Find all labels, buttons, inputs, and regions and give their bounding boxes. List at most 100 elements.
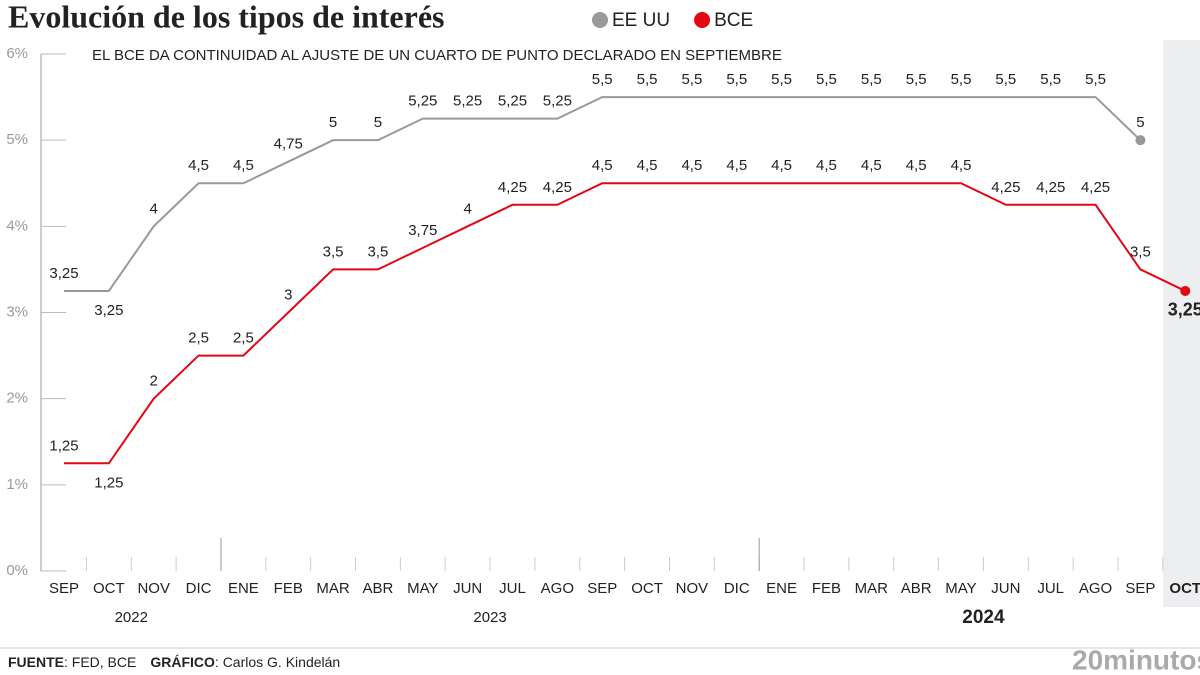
legend-marker xyxy=(694,12,711,28)
x-tick-label: NOV xyxy=(676,580,709,597)
data-label: 3 xyxy=(284,286,292,303)
x-tick-label: ENE xyxy=(228,580,259,597)
data-label: 4,75 xyxy=(274,136,303,153)
data-label: 4,5 xyxy=(592,157,613,174)
data-label: 4,5 xyxy=(906,157,927,174)
data-label: 3,25 xyxy=(94,302,123,319)
source-label: FUENTE xyxy=(8,654,64,670)
x-tick-label: OCT xyxy=(1169,580,1200,597)
x-tick-label: FEB xyxy=(812,580,841,597)
data-label: 1,25 xyxy=(49,437,78,454)
data-label: 5,5 xyxy=(771,71,792,88)
x-tick-label: NOV xyxy=(137,580,170,597)
data-label: 5,25 xyxy=(408,93,437,110)
end-point xyxy=(1180,285,1191,296)
data-label: 4 xyxy=(150,200,158,217)
data-label: 3,5 xyxy=(368,243,389,260)
data-label: 5,5 xyxy=(951,71,972,88)
data-label: 5,5 xyxy=(592,71,613,88)
data-label: 4,5 xyxy=(951,157,972,174)
data-label: 4,5 xyxy=(233,157,254,174)
x-tick-label: MAR xyxy=(316,580,350,597)
year-label: 2022 xyxy=(115,609,148,626)
data-label: 4 xyxy=(463,200,471,217)
data-label: 3,25 xyxy=(1168,300,1200,320)
data-label: 3,5 xyxy=(323,243,344,260)
series-line xyxy=(64,182,1186,465)
data-label: 4,25 xyxy=(991,179,1020,196)
data-label: 4,25 xyxy=(543,179,572,196)
x-tick-label: JUL xyxy=(499,580,526,597)
x-tick-label: JUL xyxy=(1037,580,1064,597)
y-tick-label: 2% xyxy=(6,390,28,407)
data-label: 5,5 xyxy=(995,71,1016,88)
chart-title: Evolución de los tipos de interés xyxy=(8,0,444,34)
data-label: 5,5 xyxy=(1040,71,1061,88)
x-tick-label: SEP xyxy=(49,580,79,597)
data-label: 2,5 xyxy=(233,330,254,347)
data-label: 5 xyxy=(374,114,382,131)
data-label: 3,5 xyxy=(1130,243,1151,260)
x-tick-label: JUN xyxy=(991,580,1020,597)
credit-label: GRÁFICO xyxy=(150,654,215,670)
data-label: 4,5 xyxy=(726,157,747,174)
y-tick-label: 6% xyxy=(6,45,28,62)
data-label: 4,25 xyxy=(1036,179,1065,196)
data-label: 5,25 xyxy=(453,93,482,110)
y-tick-label: 0% xyxy=(6,562,28,579)
y-tick-label: 4% xyxy=(6,217,28,234)
y-tick-label: 1% xyxy=(6,476,28,493)
data-label: 2,5 xyxy=(188,330,209,347)
x-tick-label: SEP xyxy=(587,580,617,597)
year-label: 2023 xyxy=(473,609,506,626)
legend-label: EE UU xyxy=(612,10,670,31)
source: : FED, BCE xyxy=(64,654,136,670)
data-label: 5,25 xyxy=(498,93,527,110)
data-label: 4,5 xyxy=(861,157,882,174)
brand-logo: 20minutos xyxy=(1072,644,1200,675)
data-label: 5,5 xyxy=(906,71,927,88)
data-label: 4,25 xyxy=(498,179,527,196)
data-label: 4,5 xyxy=(188,157,209,174)
x-tick-label: ABR xyxy=(363,580,394,597)
data-label: 1,25 xyxy=(94,474,123,491)
data-label: 5,5 xyxy=(637,71,658,88)
x-tick-label: ENE xyxy=(766,580,797,597)
legend-marker xyxy=(592,12,608,28)
series-line xyxy=(64,96,1142,292)
data-label: 4,25 xyxy=(1081,179,1110,196)
data-label: 2 xyxy=(150,373,158,390)
x-tick-label: AGO xyxy=(1079,580,1112,597)
data-label: 3,25 xyxy=(49,265,78,282)
data-label: 5,25 xyxy=(543,93,572,110)
data-label: 5,5 xyxy=(1085,71,1106,88)
footer-source: FUENTE: FED, BCE GRÁFICO: Carlos G. Kinde… xyxy=(8,654,340,670)
year-label: 2024 xyxy=(962,607,1005,628)
x-tick-label: SEP xyxy=(1125,580,1155,597)
data-label: 4,5 xyxy=(637,157,658,174)
subtitle: EL BCE DA CONTINUIDAD AL AJUSTE DE UN CU… xyxy=(92,47,782,64)
y-tick-label: 5% xyxy=(6,131,28,148)
x-tick-label: ABR xyxy=(901,580,932,597)
x-tick-label: MAY xyxy=(407,580,438,597)
data-label: 3,75 xyxy=(408,222,437,239)
x-tick-label: AGO xyxy=(541,580,574,597)
data-label: 4,5 xyxy=(771,157,792,174)
credit: : Carlos G. Kindelán xyxy=(215,654,340,670)
data-label: 5,5 xyxy=(681,71,702,88)
x-tick-label: DIC xyxy=(186,580,212,597)
x-tick-label: DIC xyxy=(724,580,750,597)
x-tick-label: OCT xyxy=(93,580,125,597)
data-label: 5,5 xyxy=(726,71,747,88)
data-label: 5,5 xyxy=(861,71,882,88)
data-label: 4,5 xyxy=(816,157,837,174)
y-tick-label: 3% xyxy=(6,303,28,320)
x-tick-label: OCT xyxy=(631,580,663,597)
legend-label: BCE xyxy=(714,10,753,31)
data-label: 5,5 xyxy=(816,71,837,88)
data-label: 5 xyxy=(1136,114,1144,131)
current-month-shade xyxy=(1163,40,1200,607)
x-tick-label: FEB xyxy=(274,580,303,597)
data-label: 4,5 xyxy=(681,157,702,174)
